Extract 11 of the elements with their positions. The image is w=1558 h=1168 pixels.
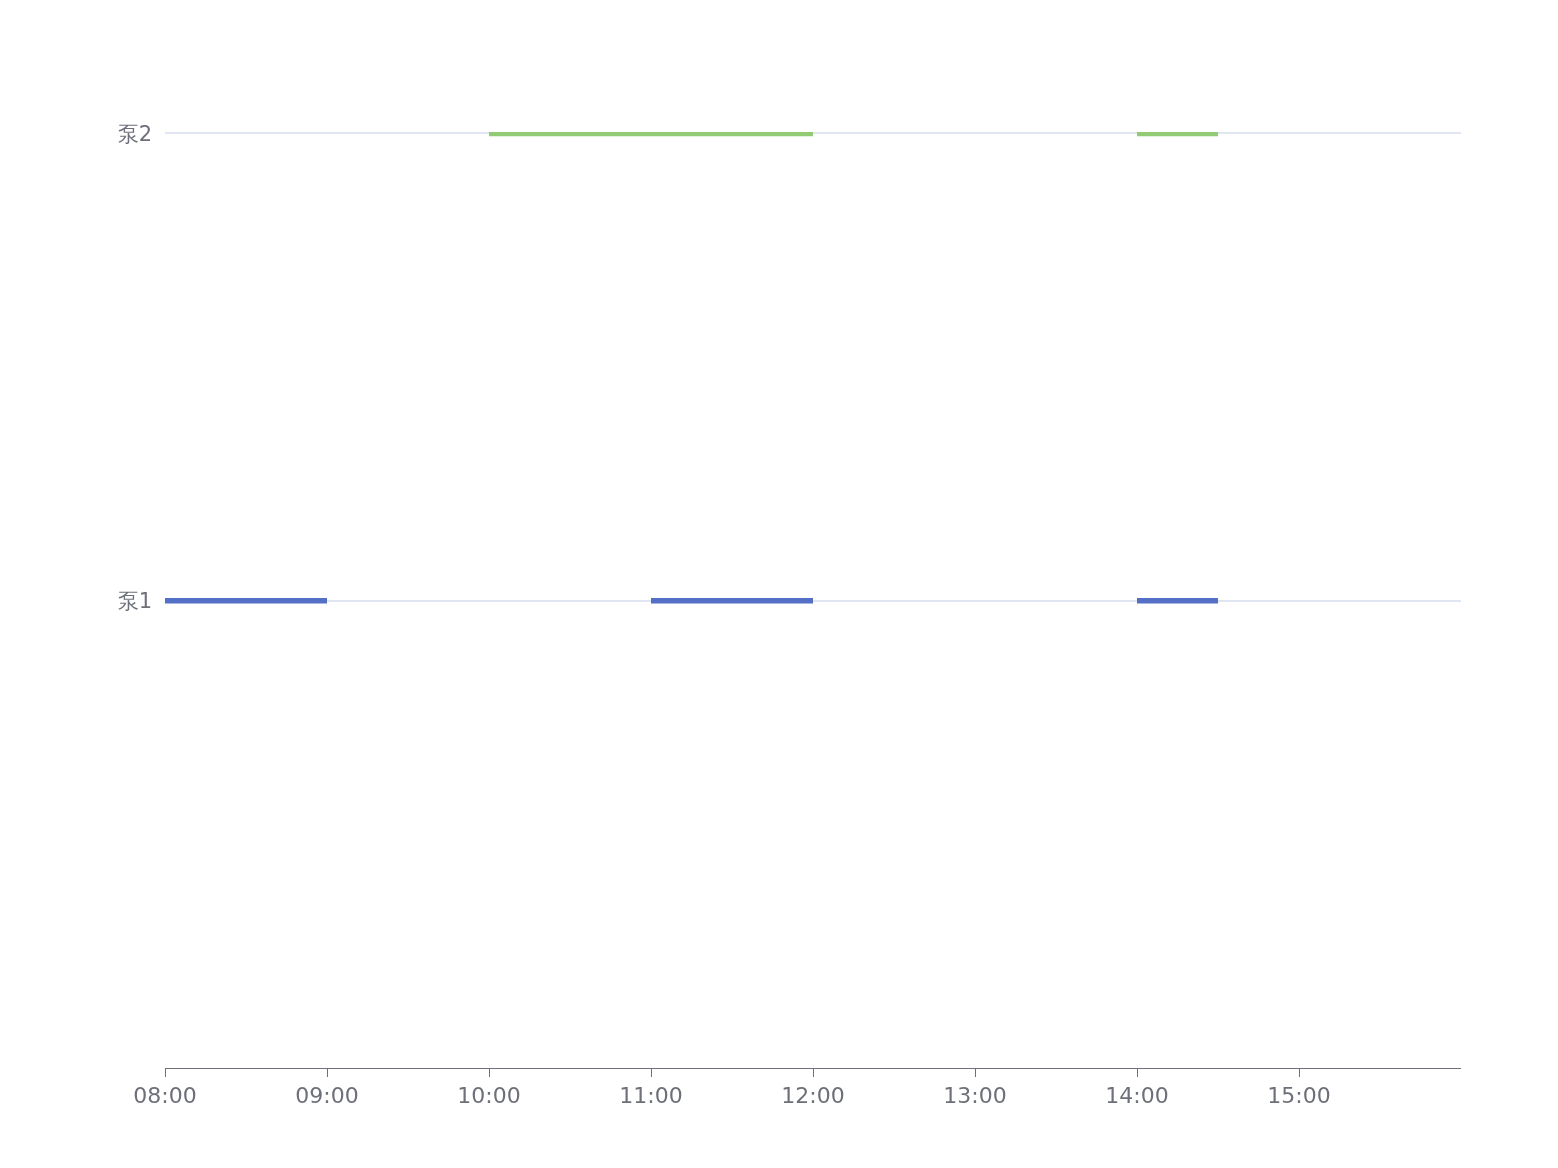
x-tick-label: 15:00 — [1267, 1083, 1331, 1109]
x-tick-label: 14:00 — [1105, 1083, 1169, 1109]
y-tick-label: 泵2 — [117, 121, 152, 146]
x-tick-label: 13:00 — [943, 1083, 1007, 1109]
x-tick-label: 11:00 — [619, 1083, 683, 1109]
x-tick-label: 08:00 — [133, 1083, 197, 1109]
bar — [1137, 597, 1218, 604]
x-tick-label: 12:00 — [781, 1083, 845, 1109]
x-tick-label: 09:00 — [295, 1083, 359, 1109]
x-tick-label: 10:00 — [457, 1083, 521, 1109]
y-tick-label: 泵1 — [117, 589, 152, 614]
